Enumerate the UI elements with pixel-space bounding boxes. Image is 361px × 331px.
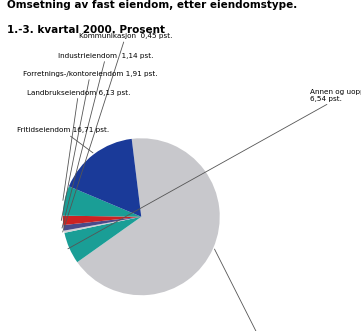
Text: Fritidseiendom 16,71 pst.: Fritidseiendom 16,71 pst. — [17, 127, 109, 153]
Wedge shape — [65, 217, 141, 262]
Wedge shape — [69, 139, 141, 217]
Text: Landbrukseiendom 6,13 pst.: Landbrukseiendom 6,13 pst. — [27, 90, 130, 200]
Text: Industrieiendom  1,14 pst.: Industrieiendom 1,14 pst. — [58, 53, 154, 228]
Text: Omsetning av fast eiendom, etter eiendomstype.: Omsetning av fast eiendom, etter eiendom… — [7, 0, 297, 10]
Text: 1.-3. kvartal 2000. Prosent: 1.-3. kvartal 2000. Prosent — [7, 25, 165, 35]
Wedge shape — [63, 186, 141, 217]
Text: Kommunikasjon  0,45 pst.: Kommunikasjon 0,45 pst. — [63, 33, 172, 232]
Wedge shape — [64, 217, 141, 233]
Wedge shape — [77, 138, 220, 295]
Wedge shape — [63, 216, 141, 225]
Wedge shape — [63, 217, 141, 231]
Text: Boligeiendom
67,12 pst.: Boligeiendom 67,12 pst. — [214, 249, 288, 331]
Text: Annen og uoppgitt
6,54 pst.: Annen og uoppgitt 6,54 pst. — [68, 89, 361, 249]
Text: Forretnings-/kontoreiendom 1,91 pst.: Forretnings-/kontoreiendom 1,91 pst. — [23, 71, 157, 220]
